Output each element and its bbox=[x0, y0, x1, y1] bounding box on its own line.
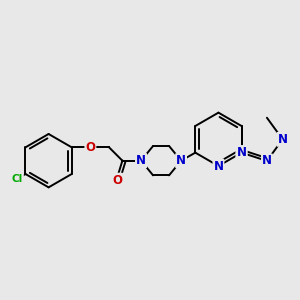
Text: N: N bbox=[236, 146, 247, 159]
Text: N: N bbox=[136, 154, 146, 167]
Text: N: N bbox=[213, 160, 224, 172]
Text: O: O bbox=[112, 174, 122, 187]
Text: N: N bbox=[236, 146, 247, 159]
Text: N: N bbox=[278, 133, 288, 146]
Text: N: N bbox=[136, 154, 146, 167]
Text: N: N bbox=[262, 154, 272, 167]
Text: O: O bbox=[85, 141, 95, 154]
Text: Cl: Cl bbox=[12, 174, 23, 184]
Text: N: N bbox=[176, 154, 186, 167]
